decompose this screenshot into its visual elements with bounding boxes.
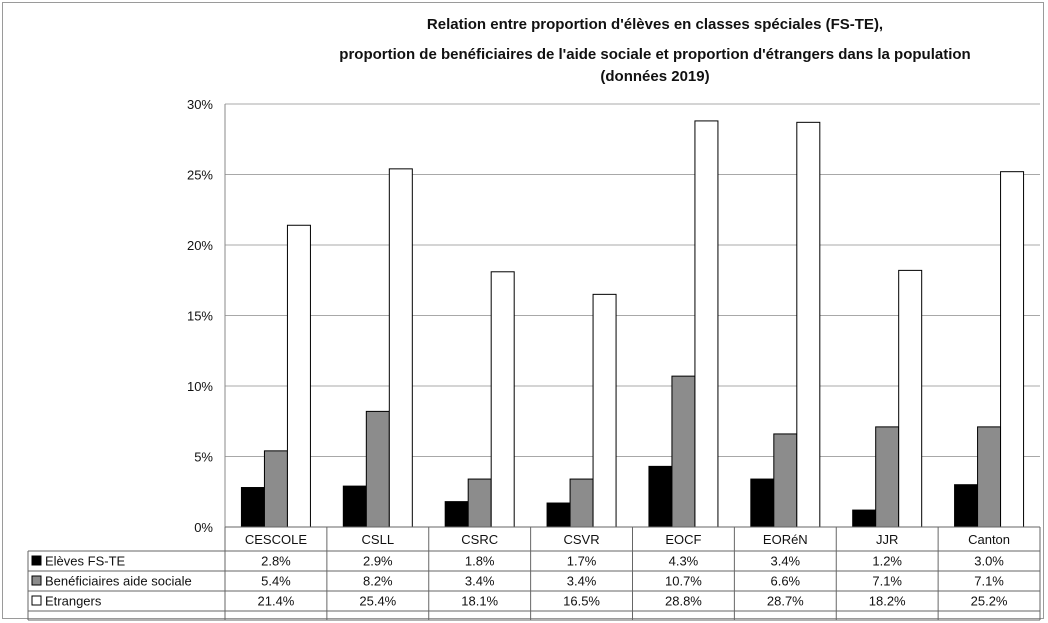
bar (796, 121, 821, 528)
category-label: CSLL (362, 532, 395, 547)
category-label: Canton (968, 532, 1010, 547)
series-name: Benéficiaires aide sociale (45, 574, 192, 589)
chart-title-line-2: proportion de benéficiaires de l'aide so… (339, 46, 971, 63)
data-label: 7.1% (872, 574, 902, 589)
data-label: 10.7% (665, 574, 702, 589)
data-label: 18.1% (461, 594, 498, 609)
bar (467, 478, 492, 528)
y-tick-label: 25% (187, 168, 213, 183)
data-label: 1.2% (872, 554, 902, 569)
data-label: 2.9% (363, 554, 393, 569)
data-label: 6.6% (770, 574, 800, 589)
bar (954, 484, 979, 528)
legend-key (31, 555, 42, 566)
data-label: 7.1% (974, 574, 1004, 589)
data-label: 18.2% (869, 594, 906, 609)
data-label: 3.0% (974, 554, 1004, 569)
data-label: 25.2% (971, 594, 1008, 609)
legend-key (31, 595, 42, 606)
chart-title-line-3: (données 2019) (600, 68, 710, 85)
bar (773, 433, 798, 528)
bar (875, 426, 900, 528)
bar (388, 168, 413, 528)
bar (898, 269, 923, 528)
series-name: Etrangers (45, 594, 102, 609)
category-label: EOCF (665, 532, 701, 547)
bar (263, 450, 288, 528)
bar (444, 501, 469, 528)
bar (1000, 171, 1025, 528)
series-name: Elèves FS-TE (45, 554, 126, 569)
data-label: 25.4% (359, 594, 396, 609)
category-label: CSVR (564, 532, 600, 547)
bar (490, 271, 515, 528)
y-tick-label: 30% (187, 97, 213, 112)
bar (977, 426, 1002, 528)
data-label: 21.4% (258, 594, 295, 609)
bar (648, 465, 673, 528)
category-label: CSRC (461, 532, 498, 547)
data-label: 8.2% (363, 574, 393, 589)
y-tick-label: 5% (194, 450, 213, 465)
chart-title-line-1: Relation entre proportion d'élèves en cl… (426, 16, 884, 33)
category-label: CESCOLE (245, 532, 307, 547)
legend-key (31, 575, 42, 586)
bar (365, 410, 390, 528)
data-label: 3.4% (465, 574, 495, 589)
y-tick-label: 20% (187, 238, 213, 253)
category-label: EORéN (763, 532, 808, 547)
data-label: 2.8% (261, 554, 291, 569)
data-label: 1.7% (567, 554, 597, 569)
bar (592, 293, 617, 528)
data-label: 3.4% (770, 554, 800, 569)
y-tick-label: 0% (194, 520, 213, 535)
bar (286, 224, 311, 528)
bar (852, 509, 877, 528)
data-label: 16.5% (563, 594, 600, 609)
bar (750, 478, 775, 528)
bar (671, 375, 696, 528)
bar (694, 120, 719, 528)
bar (240, 487, 265, 528)
bar (569, 478, 594, 528)
y-tick-label: 10% (187, 379, 213, 394)
data-label: 1.8% (465, 554, 495, 569)
data-label: 28.7% (767, 594, 804, 609)
data-label: 4.3% (669, 554, 699, 569)
data-label: 3.4% (567, 574, 597, 589)
bar (546, 502, 571, 528)
data-label: 5.4% (261, 574, 291, 589)
data-label: 28.8% (665, 594, 702, 609)
category-label: JJR (876, 532, 898, 547)
bar (342, 485, 367, 528)
y-tick-label: 15% (187, 309, 213, 324)
